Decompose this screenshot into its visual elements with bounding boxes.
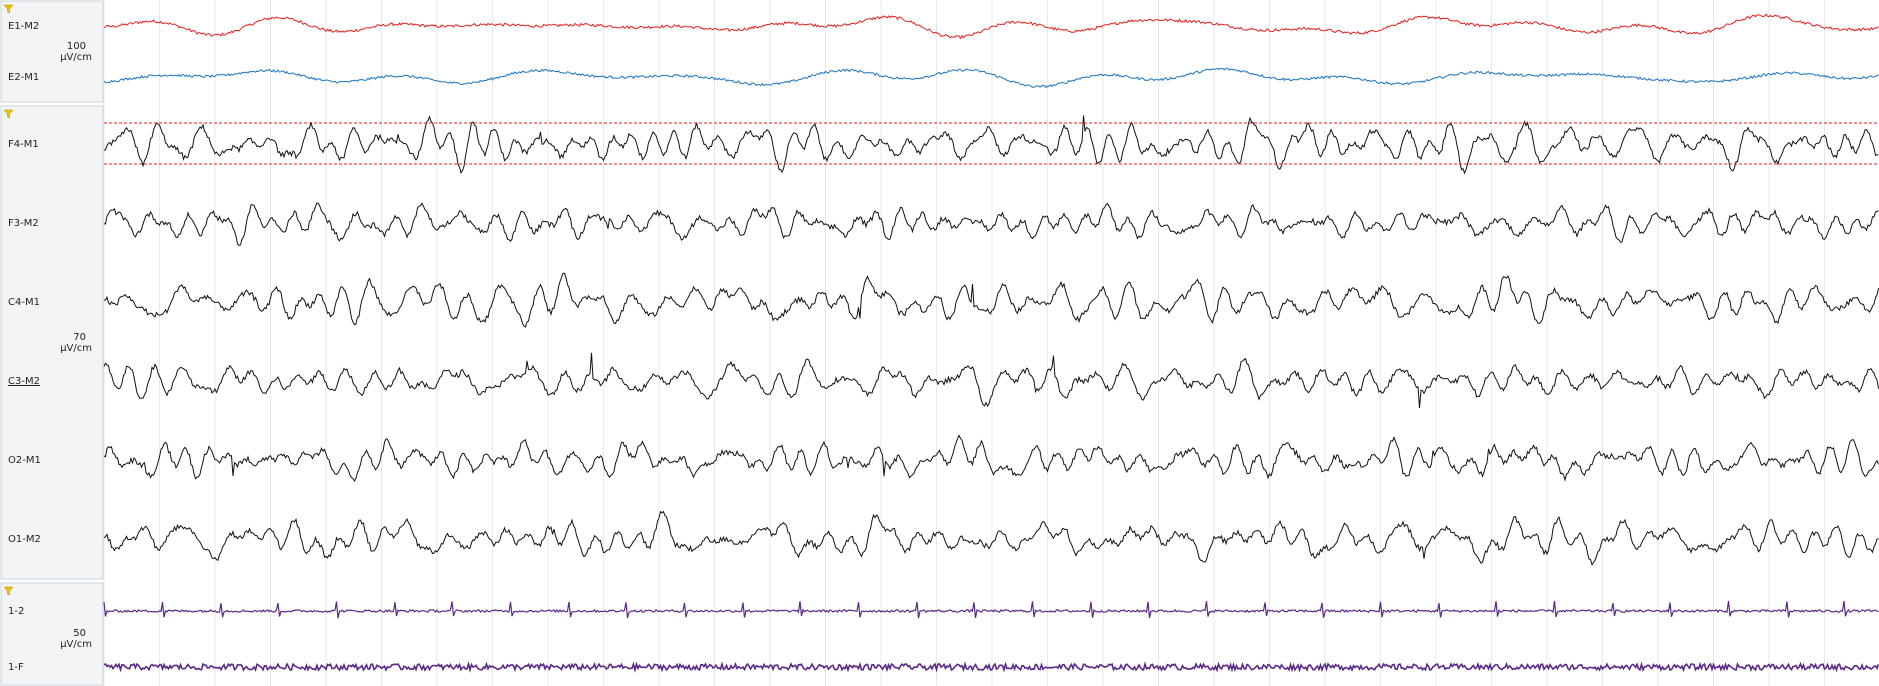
trace <box>103 272 1879 328</box>
scale-value: 100 <box>67 41 86 52</box>
trace <box>103 67 1879 89</box>
traces <box>103 13 1879 674</box>
filter-icon[interactable] <box>3 4 14 14</box>
scale-value: 70 <box>73 332 86 343</box>
trace <box>103 352 1879 408</box>
channel-label: F4-M1 <box>8 139 39 150</box>
trace <box>103 661 1879 674</box>
group-panel <box>0 582 104 686</box>
channel-label: O2-M1 <box>8 455 41 466</box>
trace <box>103 202 1879 246</box>
channel-label: 1-F <box>8 662 24 673</box>
group-panel <box>0 0 104 103</box>
trace <box>103 13 1879 40</box>
channel-label: C3-M2 <box>8 376 40 387</box>
group-panel <box>0 105 104 580</box>
trace <box>103 600 1879 619</box>
channel-label: E1-M2 <box>8 21 39 32</box>
channel-label: C4-M1 <box>8 297 40 308</box>
scale-unit: µV/cm <box>60 343 92 354</box>
scale-unit: µV/cm <box>60 52 92 63</box>
channel-label: 1-2 <box>8 606 24 617</box>
filter-icon[interactable] <box>3 109 14 119</box>
scale-value: 50 <box>73 628 86 639</box>
scale-unit: µV/cm <box>60 639 92 650</box>
channel-label: O1-M2 <box>8 534 41 545</box>
trace <box>103 434 1879 483</box>
channel-label: F3-M2 <box>8 218 39 229</box>
filter-icon[interactable] <box>3 586 14 596</box>
channel-panels: 100µV/cmE1-M2E2-M170µV/cmF4-M1F3-M2C4-M1… <box>0 0 104 686</box>
trace <box>103 115 1879 175</box>
time-grid <box>103 0 1825 686</box>
channel-label: E2-M1 <box>8 72 39 83</box>
trace <box>103 510 1879 566</box>
